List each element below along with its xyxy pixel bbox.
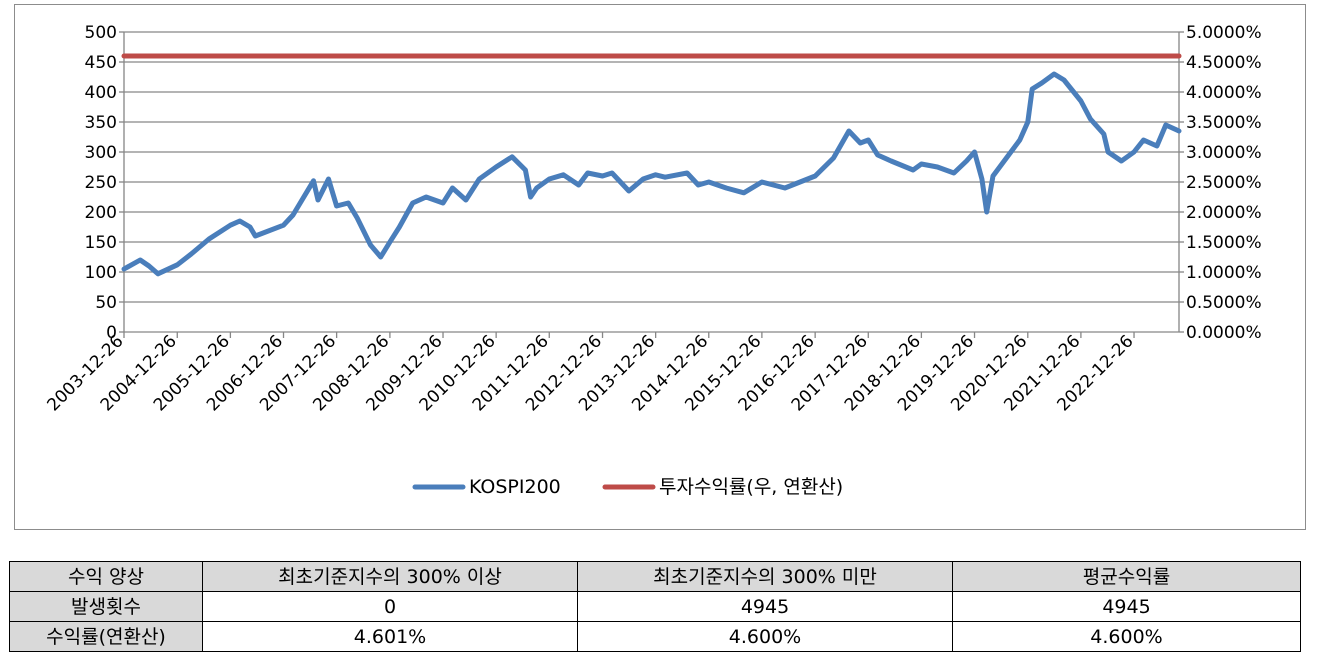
y-tick-label: 150 bbox=[85, 233, 117, 253]
y-tick-label: 350 bbox=[85, 113, 117, 133]
table-row: 발생횟수 0 4945 4945 bbox=[9, 591, 1301, 622]
y2-tick-label: 3.0000% bbox=[1186, 143, 1262, 163]
table-cell: 4.601% bbox=[202, 621, 578, 652]
y2-tick-label: 2.0000% bbox=[1186, 203, 1262, 223]
y2-tick-label: 1.0000% bbox=[1186, 263, 1262, 283]
y-tick-label: 250 bbox=[85, 173, 117, 193]
table-cell: 4945 bbox=[952, 591, 1301, 622]
summary-table: 수익 양상 최초기준지수의 300% 이상 최초기준지수의 300% 미만 평균… bbox=[9, 561, 1301, 652]
table-cell: 0 bbox=[202, 591, 578, 622]
table-header-cell: 평균수익률 bbox=[952, 561, 1301, 592]
table-row: 수익률(연환산) 4.601% 4.600% 4.600% bbox=[9, 621, 1301, 652]
line-chart: 500 5.0000%450 4.5000%400 4.0000%350 3.5000%… bbox=[44, 23, 1262, 498]
table-cell: 4.600% bbox=[577, 621, 953, 652]
row-label: 수익률(연환산) bbox=[9, 621, 203, 652]
y2-tick-label: 0.0000% bbox=[1186, 323, 1262, 343]
y2-tick-label: 4.5000% bbox=[1186, 53, 1262, 73]
table-header-cell: 최초기준지수의 300% 미만 bbox=[577, 561, 953, 592]
table-header-row: 수익 양상 최초기준지수의 300% 이상 최초기준지수의 300% 미만 평균… bbox=[9, 561, 1301, 592]
y2-tick-label: 4.0000% bbox=[1186, 83, 1262, 103]
y-tick-label: 0 bbox=[106, 323, 117, 343]
y-tick-label: 100 bbox=[85, 263, 117, 283]
y2-tick-label: 3.5000% bbox=[1186, 113, 1262, 133]
chart-container: 500 5.0000% 450 4.5000% 400 4.0000% 350 3.5000%… bbox=[14, 4, 1306, 530]
y2-tick-label: 5.0000% bbox=[1186, 23, 1262, 43]
legend-label: KOSPI200 bbox=[469, 476, 561, 498]
y-tick-label: 450 bbox=[85, 53, 117, 73]
y-tick-label: 200 bbox=[85, 203, 117, 223]
table-cell: 4945 bbox=[577, 591, 953, 622]
series-line bbox=[121, 71, 1182, 277]
y-tick-label: 400 bbox=[85, 83, 117, 103]
y-tick-label: 50 bbox=[95, 293, 117, 313]
table-header-cell: 최초기준지수의 300% 이상 bbox=[202, 561, 578, 592]
row-label: 발생횟수 bbox=[9, 591, 203, 622]
y-tick-label: 300 bbox=[85, 143, 117, 163]
y-tick-label: 500 bbox=[85, 23, 117, 43]
table-header-cell: 수익 양상 bbox=[9, 561, 203, 592]
y2-tick-label: 2.5000% bbox=[1186, 173, 1262, 193]
legend-label: 투자수익률(우, 연환산) bbox=[659, 476, 843, 498]
y2-tick-label: 0.5000% bbox=[1186, 293, 1262, 313]
y2-tick-label: 1.5000% bbox=[1186, 233, 1262, 253]
table-cell: 4.600% bbox=[952, 621, 1301, 652]
